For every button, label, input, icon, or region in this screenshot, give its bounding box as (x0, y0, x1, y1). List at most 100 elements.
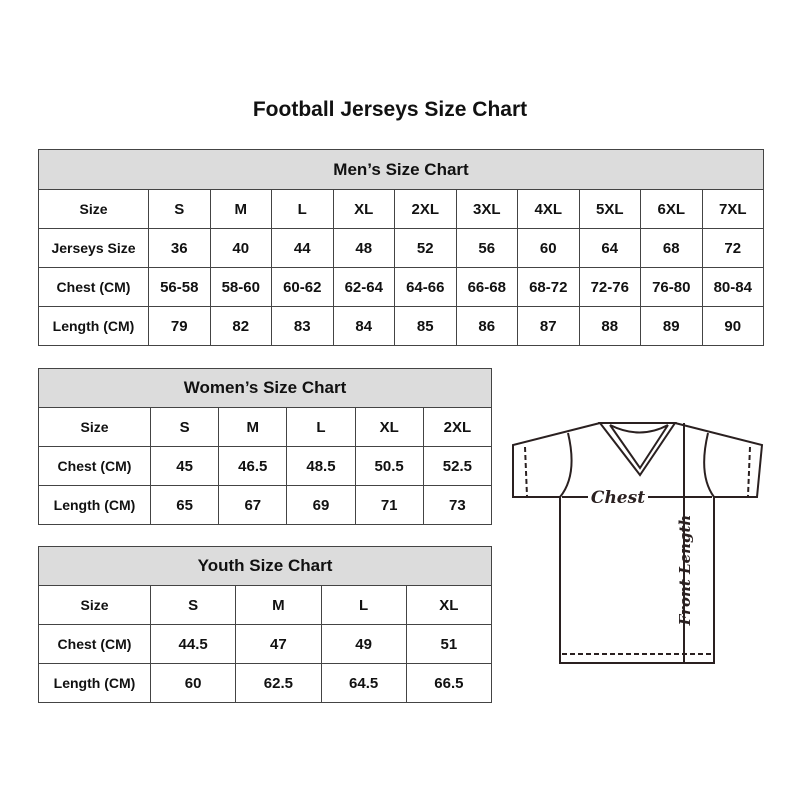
table-cell: 46.5 (218, 446, 288, 486)
table-cell: XL (332, 189, 395, 229)
row-label: Chest (CM) (38, 624, 151, 664)
table-row: Length (CM) 65 67 69 71 73 (38, 485, 493, 525)
table-row: Size S M L XL (38, 585, 493, 625)
women-table-title: Women’s Size Chart (38, 368, 492, 408)
table-cell: XL (405, 585, 493, 625)
row-label: Size (38, 585, 151, 625)
row-label: Length (CM) (38, 485, 151, 525)
table-cell: 72-76 (578, 267, 641, 307)
table-cell: 72 (701, 228, 764, 268)
table-row: Jerseys Size 36 40 44 48 52 56 60 64 68 72 (38, 228, 764, 268)
table-cell: 73 (422, 485, 493, 525)
table-cell: 6XL (640, 189, 703, 229)
table-row: Chest (CM) 56-58 58-60 60-62 62-64 64-66 66-68… (38, 267, 764, 307)
jersey-outline (512, 422, 764, 664)
table-cell: 87 (517, 306, 580, 346)
table-row: Chest (CM) 44.5 47 49 51 (38, 624, 493, 664)
table-cell: 51 (405, 624, 493, 664)
table-cell: 65 (149, 485, 220, 525)
table-cell: 76-80 (640, 267, 703, 307)
table-row: Size S M L XL 2XL 3XL 4XL 5XL 6XL 7XL (38, 189, 764, 229)
table-cell: 64 (578, 228, 641, 268)
table-row: Length (CM) 60 62.5 64.5 66.5 (38, 663, 493, 703)
table-cell: 48 (332, 228, 395, 268)
table-cell: 80-84 (701, 267, 764, 307)
table-cell: 52.5 (422, 446, 493, 486)
table-cell: 47 (235, 624, 322, 664)
table-cell: 83 (271, 306, 334, 346)
row-label: Length (CM) (38, 306, 149, 346)
table-cell: 2XL (422, 407, 493, 447)
table-cell: S (148, 189, 211, 229)
jersey-collar (597, 422, 677, 477)
table-cell: 5XL (578, 189, 641, 229)
table-cell: 64.5 (320, 663, 407, 703)
table-cell: 68 (640, 228, 703, 268)
table-cell: M (235, 585, 322, 625)
table-cell: 62.5 (235, 663, 322, 703)
table-cell: 82 (209, 306, 272, 346)
youth-size-table: Youth Size Chart Size S M L XL Chest (CM) 44.5 4… (38, 546, 493, 703)
table-cell: 68-72 (517, 267, 580, 307)
table-row: Chest (CM) 45 46.5 48.5 50.5 52.5 (38, 446, 493, 486)
table-cell: 64-66 (394, 267, 457, 307)
table-cell: 49 (320, 624, 407, 664)
row-label: Length (CM) (38, 663, 151, 703)
table-cell: 58-60 (209, 267, 272, 307)
table-cell: 4XL (517, 189, 580, 229)
table-cell: 56 (455, 228, 518, 268)
table-cell: 44.5 (149, 624, 237, 664)
table-cell: 50.5 (354, 446, 424, 486)
page-title: Football Jerseys Size Chart (252, 98, 528, 121)
table-cell: S (149, 407, 220, 447)
row-label: Chest (CM) (38, 267, 149, 307)
table-cell: 52 (394, 228, 457, 268)
table-cell: 7XL (701, 189, 764, 229)
table-cell: M (218, 407, 288, 447)
table-cell: 40 (209, 228, 272, 268)
table-row: Length (CM) 79 82 83 84 85 86 87 88 89 90 (38, 306, 764, 346)
front-length-label: Front Length (676, 515, 694, 627)
table-cell: 48.5 (286, 446, 356, 486)
table-cell: 86 (455, 306, 518, 346)
table-cell: 2XL (394, 189, 457, 229)
table-cell: 66-68 (455, 267, 518, 307)
row-label: Jerseys Size (38, 228, 149, 268)
table-cell: 90 (701, 306, 764, 346)
table-cell: 66.5 (405, 663, 493, 703)
men-table-title: Men’s Size Chart (38, 149, 764, 190)
table-cell: 85 (394, 306, 457, 346)
table-cell: 71 (354, 485, 424, 525)
table-cell: M (209, 189, 272, 229)
row-label: Chest (CM) (38, 446, 151, 486)
table-cell: XL (354, 407, 424, 447)
table-cell: 60 (517, 228, 580, 268)
table-cell: 69 (286, 485, 356, 525)
table-cell: 62-64 (332, 267, 395, 307)
chest-label: Chest (591, 488, 645, 508)
table-cell: 60-62 (271, 267, 334, 307)
row-label: Size (38, 407, 151, 447)
table-cell: L (286, 407, 356, 447)
mens-size-table: Men’s Size Chart Size S M L XL 2XL 3XL 4XL 5XL 6XL… (38, 149, 764, 346)
table-cell: 44 (271, 228, 334, 268)
table-cell: 56-58 (148, 267, 211, 307)
table-cell: S (149, 585, 237, 625)
table-cell: 60 (149, 663, 237, 703)
table-cell: 88 (578, 306, 641, 346)
row-label: Size (38, 189, 149, 229)
table-cell: 79 (148, 306, 211, 346)
table-cell: L (320, 585, 407, 625)
womens-size-table: Women’s Size Chart Size S M L XL 2XL Chest (CM)… (38, 368, 493, 525)
table-cell: 84 (332, 306, 395, 346)
table-cell: 67 (218, 485, 288, 525)
table-cell: 45 (149, 446, 220, 486)
jersey-diagram: Chest Front Length (512, 422, 764, 664)
table-cell: 36 (148, 228, 211, 268)
table-cell: 3XL (455, 189, 518, 229)
youth-table-title: Youth Size Chart (38, 546, 492, 586)
table-row: Size S M L XL 2XL (38, 407, 493, 447)
table-cell: 89 (640, 306, 703, 346)
table-cell: L (271, 189, 334, 229)
